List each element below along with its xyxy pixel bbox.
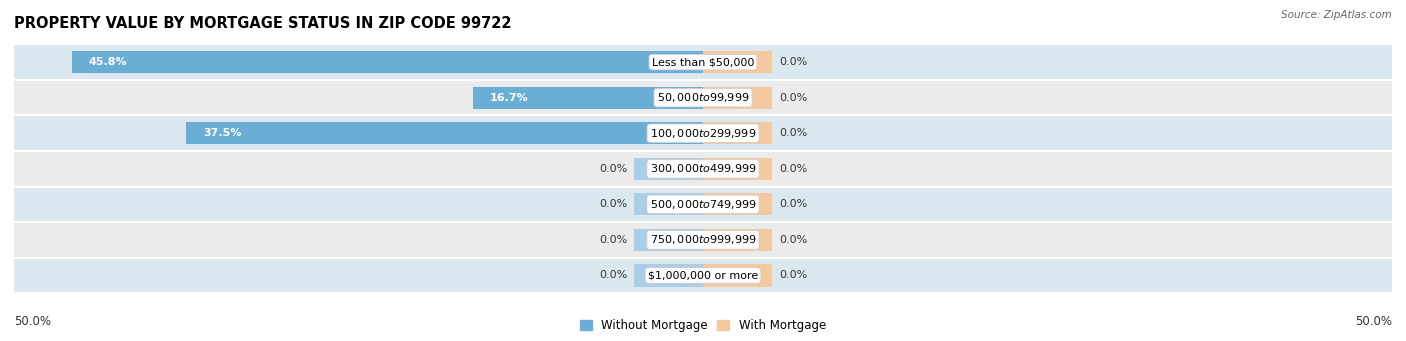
Bar [703, 122, 772, 144]
Bar [703, 265, 772, 286]
Text: 0.0%: 0.0% [599, 270, 627, 281]
Bar [186, 122, 703, 144]
Text: 0.0%: 0.0% [599, 235, 627, 245]
Text: Less than $50,000: Less than $50,000 [652, 57, 754, 67]
Bar [14, 187, 1392, 222]
Bar [14, 222, 1392, 258]
Text: 45.8%: 45.8% [89, 57, 127, 67]
Bar [634, 193, 703, 216]
Text: 50.0%: 50.0% [1355, 315, 1392, 328]
Bar [472, 87, 703, 109]
Text: 16.7%: 16.7% [489, 93, 529, 103]
Bar [14, 80, 1392, 116]
Bar [14, 258, 1392, 293]
Text: 0.0%: 0.0% [779, 270, 807, 281]
Bar [14, 151, 1392, 187]
Legend: Without Mortgage, With Mortgage: Without Mortgage, With Mortgage [581, 319, 825, 332]
Text: 0.0%: 0.0% [779, 128, 807, 138]
Text: 0.0%: 0.0% [779, 235, 807, 245]
Text: $1,000,000 or more: $1,000,000 or more [648, 270, 758, 281]
Bar [703, 229, 772, 251]
Text: $500,000 to $749,999: $500,000 to $749,999 [650, 198, 756, 211]
Text: 0.0%: 0.0% [599, 164, 627, 174]
Text: 0.0%: 0.0% [779, 57, 807, 67]
Text: Source: ZipAtlas.com: Source: ZipAtlas.com [1281, 10, 1392, 20]
Text: 37.5%: 37.5% [202, 128, 242, 138]
Text: $50,000 to $99,999: $50,000 to $99,999 [657, 91, 749, 104]
Bar [72, 51, 703, 73]
Bar [703, 158, 772, 180]
Bar [14, 116, 1392, 151]
Text: $300,000 to $499,999: $300,000 to $499,999 [650, 162, 756, 175]
Bar [634, 229, 703, 251]
Text: 0.0%: 0.0% [779, 164, 807, 174]
Bar [703, 51, 772, 73]
Bar [14, 44, 1392, 80]
Text: $750,000 to $999,999: $750,000 to $999,999 [650, 234, 756, 247]
Text: PROPERTY VALUE BY MORTGAGE STATUS IN ZIP CODE 99722: PROPERTY VALUE BY MORTGAGE STATUS IN ZIP… [14, 16, 512, 31]
Bar [634, 265, 703, 286]
Text: $100,000 to $299,999: $100,000 to $299,999 [650, 127, 756, 140]
Text: 0.0%: 0.0% [779, 93, 807, 103]
Text: 0.0%: 0.0% [599, 199, 627, 209]
Bar [703, 87, 772, 109]
Bar [703, 193, 772, 216]
Text: 50.0%: 50.0% [14, 315, 51, 328]
Bar [634, 158, 703, 180]
Text: 0.0%: 0.0% [779, 199, 807, 209]
